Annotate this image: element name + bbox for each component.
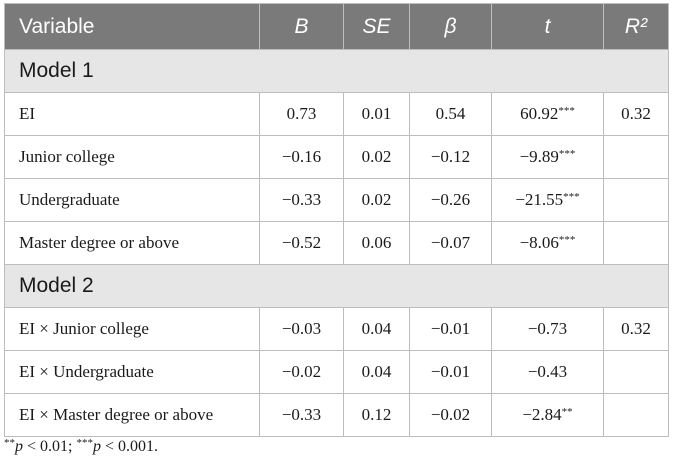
r2-cell: 0.32 [603,307,669,351]
variable-cell: EI [4,92,260,136]
table-footnote: **p < 0.01; ***p < 0.001. [4,437,158,456]
r2-cell [603,393,669,437]
regression-table: Variable B SE β t R² Model 1 EI 0.73 0.0… [4,3,669,437]
r2-cell [603,221,669,265]
se-cell: 0.04 [343,307,410,351]
header-variable: Variable [4,3,260,50]
significance-stars: ** [4,437,15,449]
table-row: EI 0.73 0.01 0.54 60.92*** 0.32 [4,92,669,136]
header-r2: R² [603,3,669,50]
beta-cell: 0.54 [409,92,492,136]
significance-stars: ** [561,406,573,418]
header-beta: β [409,3,492,50]
variable-cell: EI × Junior college [4,307,260,351]
se-cell: 0.12 [343,393,410,437]
beta-cell: −0.12 [409,135,492,179]
se-cell: 0.02 [343,135,410,179]
variable-cell: EI × Master degree or above [4,393,260,437]
b-cell: −0.03 [259,307,344,351]
variable-cell: EI × Undergraduate [4,350,260,394]
p-symbol: p [15,438,23,455]
b-cell: 0.73 [259,92,344,136]
t-cell: 60.92*** [491,92,604,136]
table-row: EI × Junior college −0.03 0.04 −0.01 −0.… [4,307,669,351]
se-cell: 0.01 [343,92,410,136]
footnote-text: < 0.01; [23,438,77,455]
significance-stars: *** [76,437,93,449]
significance-stars: *** [558,234,576,246]
beta-cell: −0.26 [409,178,492,222]
t-cell: −0.43 [491,350,604,394]
table-row: EI × Master degree or above −0.33 0.12 −… [4,393,669,437]
header-row: Variable B SE β t R² [4,3,669,50]
t-cell: −21.55*** [491,178,604,222]
r2-cell [603,135,669,179]
header-se: SE [343,3,410,50]
beta-cell: −0.02 [409,393,492,437]
t-cell: −2.84** [491,393,604,437]
model-label: Model 2 [4,264,669,308]
table-row: Master degree or above −0.52 0.06 −0.07 … [4,221,669,265]
footnote-text: < 0.001. [100,438,158,455]
b-cell: −0.02 [259,350,344,394]
b-cell: −0.33 [259,178,344,222]
se-cell: 0.04 [343,350,410,394]
beta-cell: −0.07 [409,221,492,265]
variable-cell: Undergraduate [4,178,260,222]
beta-cell: −0.01 [409,350,492,394]
r2-cell [603,178,669,222]
b-cell: −0.52 [259,221,344,265]
table-row: Junior college −0.16 0.02 −0.12 −9.89*** [4,135,669,179]
t-cell: −9.89*** [491,135,604,179]
r2-cell [603,350,669,394]
significance-stars: *** [558,105,575,117]
p-symbol: p [92,438,101,455]
t-cell: −8.06*** [491,221,604,265]
significance-stars: *** [558,148,576,160]
header-t: t [491,3,604,50]
r2-cell: 0.32 [603,92,669,136]
t-cell: −0.73 [491,307,604,351]
model-label: Model 1 [4,49,669,93]
variable-cell: Master degree or above [4,221,260,265]
b-cell: −0.33 [259,393,344,437]
se-cell: 0.02 [343,178,410,222]
model-2-header-row: Model 2 [4,264,669,308]
variable-cell: Junior college [4,135,260,179]
significance-stars: *** [563,191,580,203]
table-row: EI × Undergraduate −0.02 0.04 −0.01 −0.4… [4,350,669,394]
model-1-header-row: Model 1 [4,49,669,93]
b-cell: −0.16 [259,135,344,179]
table-row: Undergraduate −0.33 0.02 −0.26 −21.55*** [4,178,669,222]
se-cell: 0.06 [343,221,410,265]
header-b: B [259,3,344,50]
beta-cell: −0.01 [409,307,492,351]
